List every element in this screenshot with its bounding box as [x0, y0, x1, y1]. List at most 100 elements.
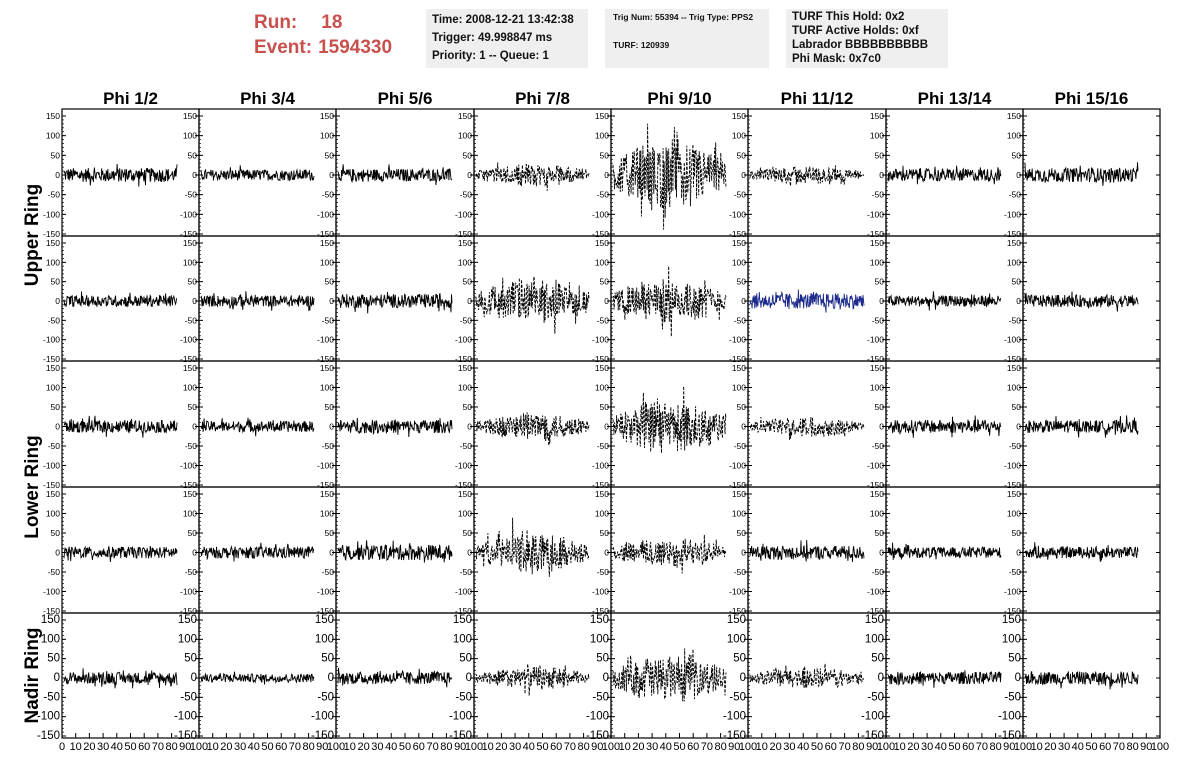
y-tick-label: 100 — [865, 633, 884, 645]
x-tick-label: 70 — [1113, 741, 1125, 753]
x-tick-label: 10 — [207, 741, 219, 753]
x-tick-label: 60 — [687, 741, 699, 753]
y-tick-label: -100 — [729, 461, 746, 471]
y-tick-label: -150 — [180, 480, 197, 490]
panel-frame — [61, 486, 200, 614]
y-tick-label: 0 — [329, 422, 334, 432]
y-tick-label: 0 — [467, 170, 472, 180]
y-tick-label: -100 — [867, 587, 884, 597]
y-tick-label: -150 — [180, 354, 197, 364]
x-tick-label: 10 — [756, 741, 768, 753]
y-tick-label: -150 — [317, 229, 334, 239]
y-tick-label: -50 — [592, 691, 609, 703]
y-tick-label: 50 — [596, 653, 609, 665]
waveform-trace — [63, 668, 178, 689]
y-tick-label: 100 — [320, 257, 334, 267]
y-tick-label: 0 — [192, 296, 197, 306]
y-tick-label: 100 — [1007, 257, 1021, 267]
y-tick-label: 50 — [875, 277, 885, 287]
y-tick-label: 0 — [192, 422, 197, 432]
column-title-6: Phi 11/12 — [781, 89, 854, 108]
y-tick-label: -50 — [872, 315, 885, 325]
y-tick-label: -100 — [455, 587, 472, 597]
x-tick-label: 40 — [935, 741, 947, 753]
priority-text: Priority: 1 -- Queue: 1 — [432, 50, 549, 62]
y-tick-label: 0 — [603, 672, 609, 684]
y-tick-label: -150 — [729, 229, 746, 239]
column-title-5: Phi 9/10 — [647, 89, 711, 108]
y-tick-label: 150 — [732, 238, 746, 248]
y-tick-label: -50 — [597, 315, 610, 325]
y-tick-label: -100 — [317, 335, 334, 345]
x-tick-label: 40 — [248, 741, 260, 753]
y-tick-label: 0 — [741, 296, 746, 306]
x-tick-label: 30 — [921, 741, 933, 753]
waveform-trace — [749, 416, 865, 440]
x-tick-label: 60 — [962, 741, 974, 753]
y-tick-label: 0 — [329, 296, 334, 306]
y-tick-label: 50 — [188, 528, 198, 538]
y-tick-label: 150 — [732, 489, 746, 499]
waveform-trace — [612, 534, 727, 574]
y-tick-label: 150 — [590, 614, 609, 626]
y-tick-label: -50 — [872, 190, 885, 200]
y-tick-label: 150 — [1007, 111, 1021, 121]
y-tick-label: 0 — [604, 422, 609, 432]
y-tick-label: 0 — [1016, 296, 1021, 306]
y-tick-label: -50 — [460, 441, 473, 451]
y-tick-label: -100 — [729, 587, 746, 597]
waveform-trace — [337, 667, 453, 688]
y-tick-label: 0 — [741, 170, 746, 180]
x-tick-label: 30 — [371, 741, 383, 753]
y-tick-label: 0 — [1016, 422, 1021, 432]
y-tick-label: 100 — [732, 131, 746, 141]
y-tick-label: 50 — [188, 150, 198, 160]
panel-frame — [335, 235, 475, 362]
y-tick-label: -100 — [43, 209, 60, 219]
column-title-8: Phi 15/16 — [1055, 89, 1129, 108]
y-tick-label: -150 — [455, 480, 472, 490]
y-tick-label: 100 — [183, 383, 197, 393]
y-tick-label: -100 — [317, 587, 334, 597]
x-tick-label: 100 — [602, 741, 620, 753]
y-tick-label: -100 — [867, 209, 884, 219]
y-tick-label: 150 — [46, 489, 60, 499]
y-tick-label: -50 — [1009, 315, 1022, 325]
y-tick-label: -50 — [317, 691, 334, 703]
waveform-trace — [337, 540, 453, 563]
x-tick-label: 40 — [797, 741, 809, 753]
y-tick-label: 100 — [183, 257, 197, 267]
y-tick-label: -100 — [592, 587, 609, 597]
y-tick-label: 150 — [595, 363, 609, 373]
y-tick-label: 100 — [870, 383, 884, 393]
y-tick-label: 0 — [328, 672, 334, 684]
waveform-trace — [1024, 162, 1139, 186]
y-tick-label: 100 — [320, 383, 334, 393]
waveform-trace — [612, 266, 727, 337]
waveform-trace — [63, 163, 178, 187]
waveform-trace — [475, 412, 590, 446]
x-tick-label: 80 — [714, 741, 726, 753]
x-tick-label: 50 — [536, 741, 548, 753]
y-tick-label: 100 — [870, 257, 884, 267]
x-tick-label: 40 — [385, 741, 397, 753]
y-tick-label: -150 — [1004, 480, 1021, 490]
y-tick-label: -100 — [723, 711, 746, 723]
x-tick-label: 80 — [165, 741, 177, 753]
y-tick-label: 100 — [595, 257, 609, 267]
x-tick-label: 30 — [646, 741, 658, 753]
y-tick-label: 0 — [55, 548, 60, 558]
y-tick-label: -50 — [734, 315, 747, 325]
y-tick-label: 100 — [732, 509, 746, 519]
y-tick-label: 150 — [46, 363, 60, 373]
y-tick-label: -150 — [729, 606, 746, 616]
y-tick-label: 150 — [727, 614, 746, 626]
y-tick-label: -100 — [455, 461, 472, 471]
y-tick-label: 100 — [320, 509, 334, 519]
x-tick-label: 80 — [302, 741, 314, 753]
waveform-trace — [200, 542, 315, 562]
y-tick-label: 150 — [595, 238, 609, 248]
y-tick-label: 50 — [47, 653, 60, 665]
y-tick-label: -50 — [1009, 567, 1022, 577]
y-tick-label: -100 — [1004, 461, 1021, 471]
